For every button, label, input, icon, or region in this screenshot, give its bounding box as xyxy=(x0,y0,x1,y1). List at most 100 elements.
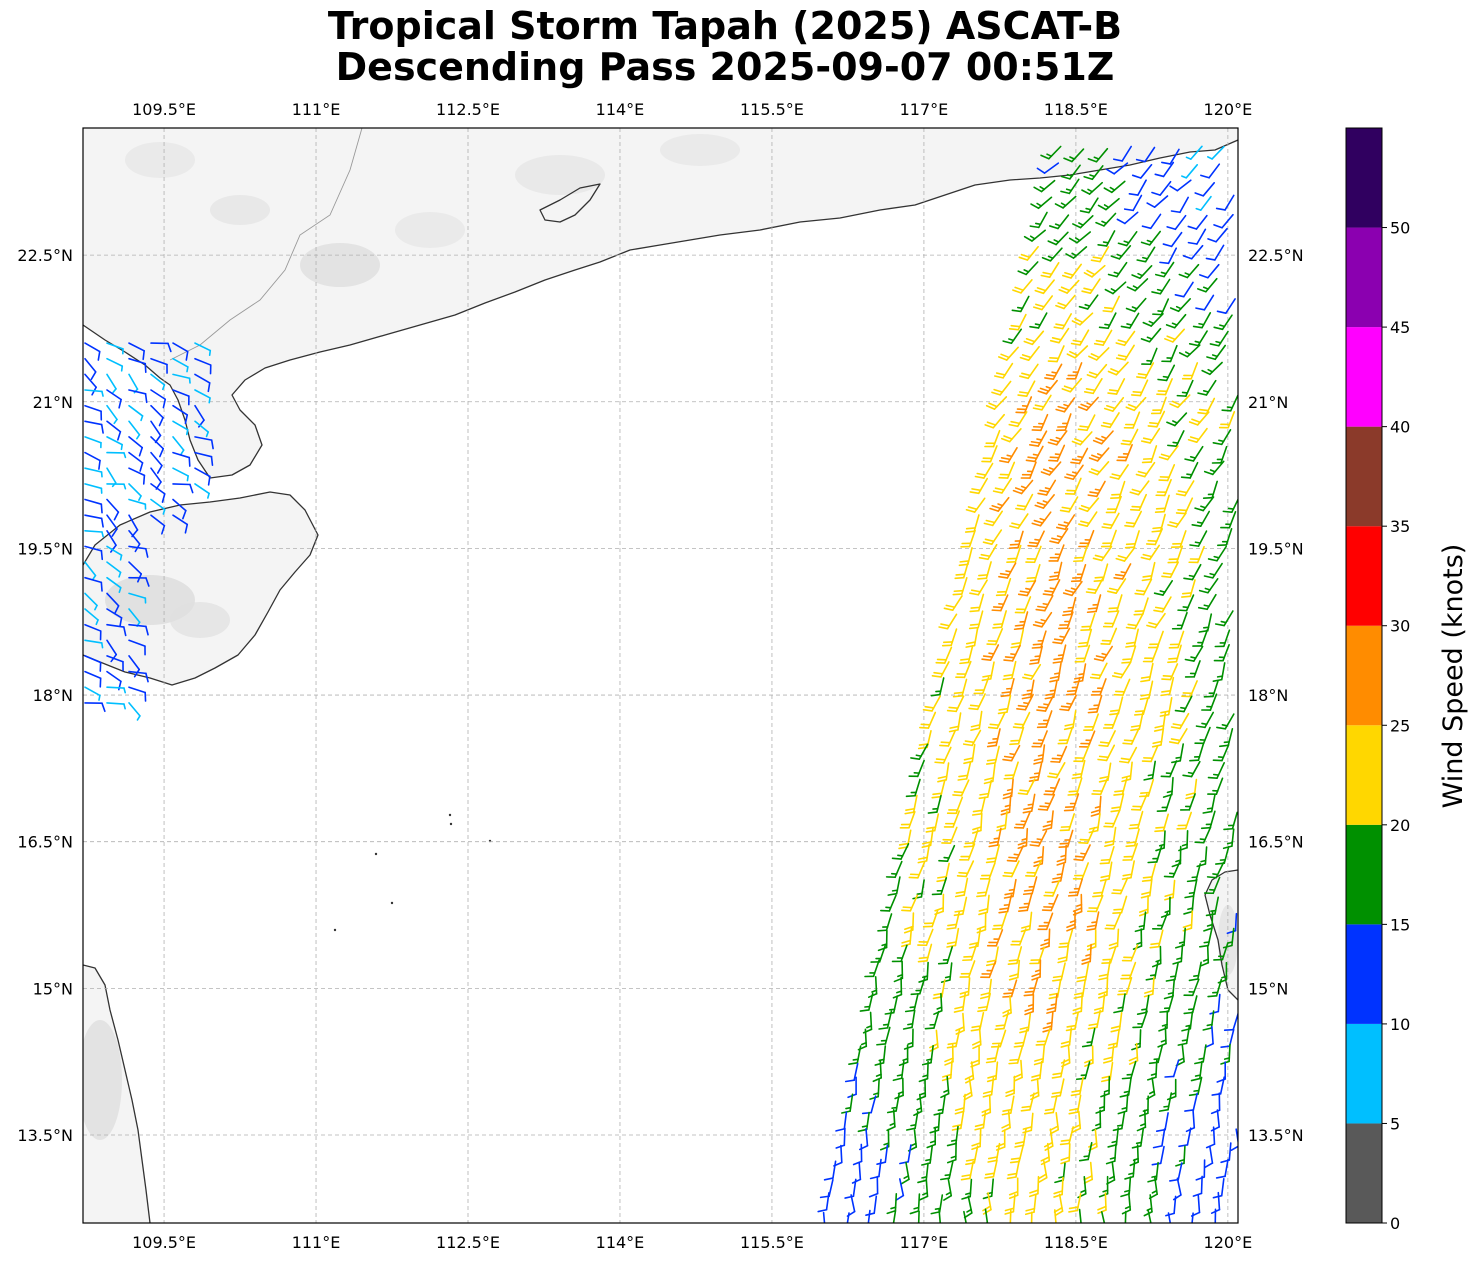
wind-barb xyxy=(1161,344,1178,363)
wind-barb xyxy=(106,436,123,451)
wind-barb xyxy=(1156,793,1172,812)
wind-barb xyxy=(1089,662,1108,680)
wind-barb xyxy=(984,413,1006,429)
wind-barb xyxy=(1023,229,1046,242)
wind-barb xyxy=(817,1192,830,1213)
wind-barb xyxy=(984,1159,998,1179)
wind-barb xyxy=(1097,744,1116,762)
wind-barb xyxy=(1006,544,1022,563)
wind-barb xyxy=(946,1125,959,1147)
lon-tick-label: 115.5°E xyxy=(740,100,804,119)
wind-barb xyxy=(1203,562,1223,579)
wind-barb xyxy=(954,877,969,898)
wind-barb xyxy=(964,514,980,533)
wind-barb xyxy=(128,389,148,404)
wind-barb xyxy=(1046,993,1058,1014)
wind-barb xyxy=(939,729,957,747)
wind-barb xyxy=(1107,361,1129,376)
wind-barb xyxy=(172,451,191,467)
wind-barb xyxy=(916,1078,927,1101)
wind-barb xyxy=(1081,181,1103,195)
wind-barb xyxy=(943,810,961,828)
wind-barb xyxy=(1213,942,1229,961)
wind-barb xyxy=(845,1212,850,1223)
colorbar-segment xyxy=(1346,1023,1382,1124)
wind-barb xyxy=(1052,627,1071,645)
colorbar-tick-label: 50 xyxy=(1390,219,1410,238)
wind-barb xyxy=(867,1209,871,1223)
wind-barb xyxy=(1098,312,1117,330)
wind-barb xyxy=(938,844,956,863)
wind-barb xyxy=(1083,1161,1093,1184)
wind-barb xyxy=(1093,645,1113,662)
lon-tick-label: 111°E xyxy=(292,1233,341,1252)
colorbar-segment xyxy=(1346,1123,1382,1223)
wind-barb xyxy=(1098,960,1111,981)
wind-barb xyxy=(1024,1194,1037,1216)
wind-barb xyxy=(1213,213,1234,229)
wind-barb xyxy=(930,677,945,697)
wind-barb xyxy=(1206,861,1225,879)
wind-barb xyxy=(955,1012,965,1035)
wind-barb xyxy=(1170,530,1187,549)
wind-barb xyxy=(1141,863,1157,882)
wind-barb xyxy=(1121,944,1139,962)
wind-barb xyxy=(1123,411,1141,429)
wind-barb xyxy=(172,404,189,425)
wind-barb xyxy=(1031,511,1052,527)
wind-barb xyxy=(1077,396,1099,411)
wind-barb xyxy=(1132,928,1143,950)
wind-barb xyxy=(194,420,210,438)
wind-barb xyxy=(1120,1176,1132,1198)
wind-barb xyxy=(1100,412,1120,429)
wind-barb xyxy=(1036,710,1053,729)
wind-barb xyxy=(1040,261,1060,279)
wind-barb xyxy=(1023,330,1045,346)
wind-barb xyxy=(1086,363,1108,379)
wind-barb xyxy=(128,623,149,636)
wind-barb xyxy=(1009,1144,1025,1164)
wind-barb xyxy=(1164,879,1176,901)
wind-barb xyxy=(1002,328,1023,345)
wind-barb xyxy=(1116,443,1133,462)
wind-barb xyxy=(1131,164,1153,179)
wind-barb xyxy=(1138,894,1149,917)
map-frame xyxy=(82,127,1239,1224)
wind-barb xyxy=(1102,711,1120,729)
wind-barb xyxy=(1048,544,1065,562)
wind-barb xyxy=(1035,594,1054,612)
wind-barb xyxy=(1029,1175,1040,1198)
wind-barb xyxy=(1057,726,1074,745)
wind-barb xyxy=(84,436,102,449)
wind-barb xyxy=(1029,430,1048,447)
wind-barb xyxy=(1115,344,1135,361)
wind-barb xyxy=(1204,1026,1214,1049)
wind-barb xyxy=(1210,1109,1220,1132)
wind-barb xyxy=(868,1175,879,1198)
wind-barb xyxy=(1199,263,1220,279)
wind-barb xyxy=(952,779,970,797)
wind-barb xyxy=(1012,479,1034,495)
wind-barb xyxy=(1175,1145,1186,1167)
wind-barb xyxy=(1081,278,1101,294)
wind-barb xyxy=(106,342,124,355)
wind-barb xyxy=(1204,1145,1214,1169)
wind-barb xyxy=(1152,298,1170,316)
wind-barb xyxy=(106,373,117,394)
wind-barb xyxy=(917,1162,929,1184)
wind-barb xyxy=(991,594,1009,612)
wind-barb xyxy=(1168,630,1185,649)
title-line-2: Descending Pass 2025-09-07 00:51Z xyxy=(335,45,1115,89)
wind-barb xyxy=(1083,165,1104,181)
wind-barb xyxy=(1124,1158,1136,1180)
wind-barb xyxy=(1160,676,1175,697)
wind-barb xyxy=(1080,612,1096,631)
wind-barb xyxy=(976,911,987,934)
wind-barb xyxy=(1110,1011,1123,1033)
wind-barb xyxy=(84,639,104,649)
wind-barb xyxy=(1087,147,1109,163)
wind-barb xyxy=(1015,396,1033,414)
wind-barb xyxy=(84,561,97,581)
wind-barb xyxy=(1070,447,1089,465)
